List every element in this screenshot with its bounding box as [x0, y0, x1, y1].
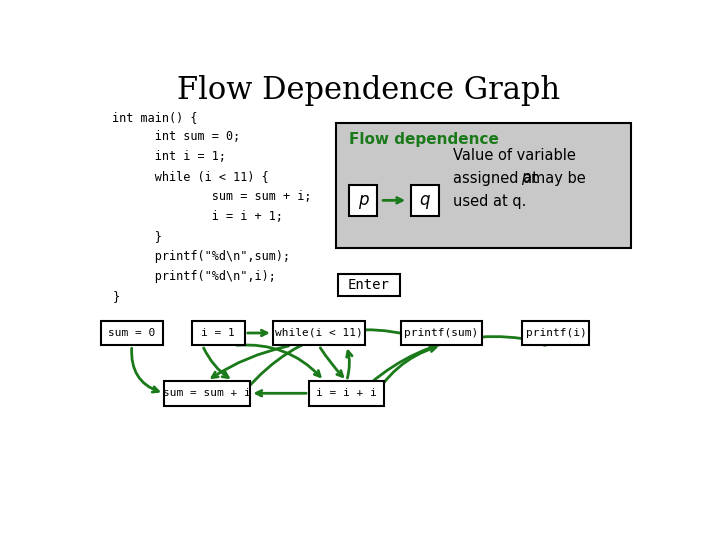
FancyBboxPatch shape — [411, 185, 438, 216]
FancyBboxPatch shape — [101, 321, 163, 346]
Text: p: p — [358, 191, 369, 210]
FancyBboxPatch shape — [338, 274, 400, 296]
FancyBboxPatch shape — [164, 381, 251, 406]
FancyBboxPatch shape — [336, 123, 631, 248]
Text: Enter: Enter — [348, 278, 390, 292]
Text: sum = 0: sum = 0 — [108, 328, 156, 338]
Text: }: } — [112, 290, 120, 303]
Text: q: q — [420, 191, 430, 210]
Text: Flow Dependence Graph: Flow Dependence Graph — [177, 75, 561, 106]
Text: printf(sum): printf(sum) — [405, 328, 479, 338]
FancyBboxPatch shape — [349, 185, 377, 216]
FancyArrowPatch shape — [194, 393, 218, 403]
Text: int main() {: int main() { — [112, 111, 198, 124]
Text: printf("%d\n",i);: printf("%d\n",i); — [112, 270, 276, 283]
Text: int sum = 0;: int sum = 0; — [112, 131, 240, 144]
Text: printf("%d\n",sum);: printf("%d\n",sum); — [112, 250, 290, 263]
Text: used at q.: used at q. — [453, 194, 526, 208]
FancyBboxPatch shape — [309, 381, 384, 406]
FancyArrowPatch shape — [334, 393, 357, 403]
FancyBboxPatch shape — [523, 321, 590, 346]
Text: p: p — [521, 170, 530, 185]
Text: Flow dependence: Flow dependence — [349, 132, 500, 147]
Text: printf(i): printf(i) — [526, 328, 586, 338]
FancyBboxPatch shape — [273, 321, 365, 346]
FancyBboxPatch shape — [401, 321, 482, 346]
Text: sum = sum + i: sum = sum + i — [163, 388, 251, 399]
Text: may be: may be — [531, 171, 585, 186]
Text: i = 1: i = 1 — [202, 328, 235, 338]
Text: i = i + i: i = i + i — [316, 388, 377, 399]
Text: while(i < 11): while(i < 11) — [275, 328, 363, 338]
Text: i = i + 1;: i = i + 1; — [112, 210, 284, 224]
Text: sum = sum + i;: sum = sum + i; — [112, 191, 312, 204]
Text: int i = 1;: int i = 1; — [112, 151, 226, 164]
Text: assigned at: assigned at — [453, 171, 538, 186]
Text: }: } — [112, 230, 162, 244]
Text: while (i < 11) {: while (i < 11) { — [112, 171, 269, 184]
FancyBboxPatch shape — [192, 321, 245, 346]
Text: Value of variable: Value of variable — [453, 148, 575, 163]
